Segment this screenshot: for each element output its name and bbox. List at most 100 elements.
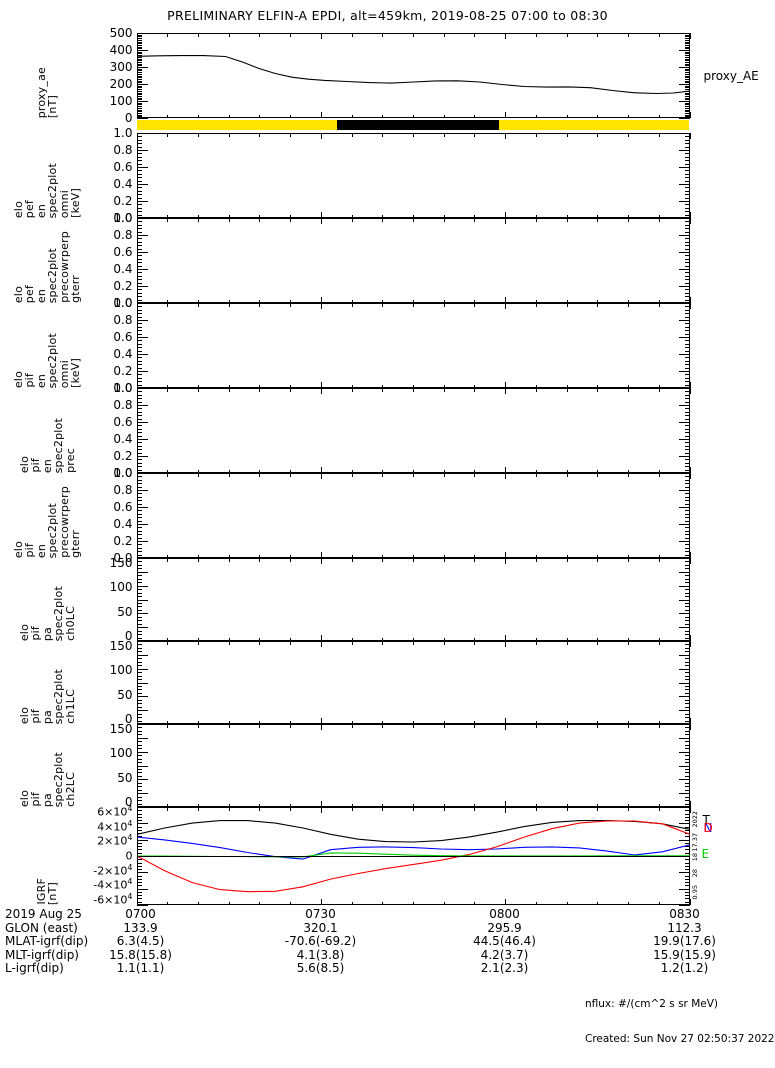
x-axis-tick (628, 720, 630, 724)
x-axis-tick (228, 803, 230, 807)
axis-tick (136, 571, 148, 573)
axis-tick (136, 599, 148, 601)
axis-tick (136, 97, 142, 99)
axis-tick (684, 836, 690, 838)
axis-tick (136, 476, 142, 478)
axis-tick (678, 67, 690, 68)
panel-label-line: [nT] (46, 881, 60, 905)
x-axis-tick (474, 473, 476, 477)
x-axis-tick (505, 641, 507, 647)
axis-tick (684, 340, 690, 342)
x-axis-tick (597, 554, 599, 558)
x-axis-tick (566, 303, 568, 307)
panel-proxy_ae: 500 400 300 200 100 0 (110, 27, 691, 124)
x-axis-tick (535, 558, 537, 562)
axis-tick (136, 630, 142, 632)
x-axis-tick (689, 558, 691, 564)
axis-row-value: 133.9 (123, 920, 158, 935)
axis-tick (136, 33, 148, 34)
axis-tick (136, 568, 142, 570)
panel-label-line: pif (29, 458, 42, 473)
axis-tick (136, 503, 142, 505)
axis-tick (136, 803, 142, 805)
panel-plot-area (137, 218, 690, 303)
x-axis-tick (689, 303, 691, 309)
x-axis-tick (628, 637, 630, 641)
x-axis-tick (413, 473, 414, 477)
axis-row-label: MLT-igrf(dip) (5, 947, 79, 962)
axis-tick (136, 692, 142, 694)
y-tick-label: 0.0 (113, 466, 133, 480)
x-axis-tick (597, 473, 599, 477)
x-axis-tick (474, 720, 476, 724)
x-axis-tick (136, 212, 138, 218)
axis-tick (684, 842, 690, 844)
x-axis-tick (136, 552, 138, 558)
axis-tick (684, 466, 690, 468)
x-axis-tick (474, 803, 476, 807)
axis-tick (678, 422, 690, 423)
axis-tick (684, 194, 690, 196)
axis-label-row: MLAT-igrf(dip) 6.3(4.5) -70.6(-69.2) 44.5(4… (0, 935, 775, 949)
axis-tick (136, 627, 148, 629)
axis-tick (136, 99, 142, 101)
x-axis-tick (351, 214, 353, 218)
axis-tick (136, 53, 142, 55)
panel-plot-area (136, 807, 690, 905)
x-axis-tick (228, 641, 230, 645)
y-tick-label: 150 (109, 555, 133, 570)
axis-tick (684, 796, 690, 798)
x-axis-tick (136, 133, 138, 139)
axis-tick (136, 751, 148, 753)
x-axis-tick (228, 901, 230, 905)
axis-row-label: MLAT-igrf(dip) (5, 934, 89, 949)
x-axis-tick (443, 388, 445, 392)
x-axis-tick (474, 388, 476, 392)
axis-tick (136, 439, 148, 440)
footer-notes: nflux: #/(cm^2 s sr MeV) Created: Sun No… (585, 976, 775, 1068)
axis-tick (136, 623, 142, 625)
panel-label-line: pif (29, 709, 42, 724)
axis-tick (136, 706, 142, 708)
x-axis-tick (259, 133, 261, 137)
x-axis-tick (167, 807, 169, 811)
axis-tick (136, 654, 148, 656)
x-axis-tick (228, 637, 230, 641)
x-axis-tick (382, 724, 384, 728)
x-axis-tick (505, 801, 507, 807)
axis-tick (678, 524, 690, 525)
axis-tick (684, 343, 690, 345)
x-axis-tick (290, 384, 292, 388)
axis-tick (678, 269, 690, 270)
axis-tick (684, 689, 690, 691)
panel-label-line: prec (63, 448, 77, 473)
axis-tick (684, 104, 690, 106)
x-axis-tick (658, 807, 660, 811)
y-tick-label: 0.8 (113, 143, 133, 157)
axis-tick (136, 95, 142, 97)
x-axis-tick (290, 218, 292, 222)
x-axis-tick (628, 133, 630, 137)
axis-tick (136, 473, 148, 474)
x-axis-tick (197, 33, 199, 37)
x-axis-tick (505, 724, 507, 730)
x-axis-tick (505, 807, 507, 813)
x-axis-tick (167, 33, 169, 37)
axis-row-value: 320.1 (303, 920, 338, 935)
axis-tick (136, 248, 142, 250)
panel-elo_pef_en_spec2plot_omni: 1.0 0.8 0.6 0.4 0.2 0.0 (113, 127, 691, 224)
axis-tick (136, 672, 142, 674)
axis-tick (136, 39, 142, 41)
panel-label-elo_pef_en_spec2plot_omni: elo pef en spec2plot omni [keV] (0, 133, 95, 218)
axis-tick (684, 58, 690, 60)
axis-tick (684, 408, 690, 410)
axis-tick (136, 415, 142, 417)
axis-row-value: 1.1(1.1) (116, 961, 165, 976)
x-axis-tick (597, 218, 599, 222)
x-axis-tick (474, 807, 476, 811)
axis-tick (684, 661, 690, 663)
axis-tick (684, 109, 690, 111)
y-tick-label: 1.0 (113, 466, 133, 480)
axis-tick (678, 765, 690, 767)
axis-row-value: -70.6(-69.2) (284, 934, 357, 949)
